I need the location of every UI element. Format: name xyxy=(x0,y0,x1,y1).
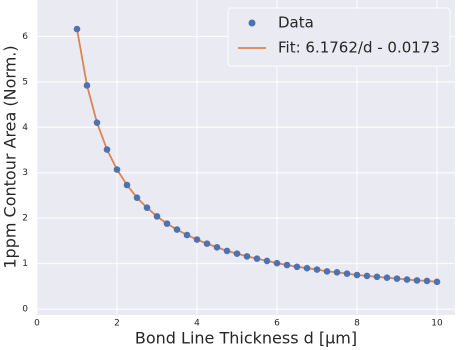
data-point xyxy=(253,255,261,262)
data-point xyxy=(313,266,321,273)
data-point xyxy=(103,146,111,153)
data-point xyxy=(383,274,391,282)
y-axis-label: 1ppm Contour Area (Norm.) xyxy=(1,45,20,268)
data-point xyxy=(243,253,251,260)
data-point xyxy=(153,213,161,220)
x-axis-label: Bond Line Thickness d [μm] xyxy=(135,329,357,348)
data-point xyxy=(293,263,301,271)
y-tick-label: 2 xyxy=(22,214,28,224)
data-point xyxy=(303,264,311,272)
data-point xyxy=(233,250,241,257)
x-tick-label: 8 xyxy=(354,319,360,329)
data-point xyxy=(123,181,131,189)
data-point xyxy=(73,25,81,33)
data-point xyxy=(143,204,151,212)
data-point xyxy=(393,275,401,282)
data-point xyxy=(183,231,191,239)
y-tick-label: 4 xyxy=(22,123,28,133)
data-point xyxy=(323,268,331,275)
data-point xyxy=(363,272,371,280)
data-point xyxy=(413,277,421,284)
data-point xyxy=(353,271,361,279)
data-point xyxy=(193,236,201,243)
legend: Data Fit: 6.1762/d - 0.0173 xyxy=(227,7,451,67)
data-point xyxy=(373,273,381,281)
data-point xyxy=(163,220,171,227)
legend-box xyxy=(227,7,451,67)
legend-marker xyxy=(248,19,256,27)
y-tick-label: 6 xyxy=(22,32,28,42)
data-point xyxy=(283,261,291,269)
x-tick-label: 6 xyxy=(274,319,280,329)
data-point xyxy=(133,194,141,202)
data-point xyxy=(213,243,221,251)
data-point xyxy=(113,166,121,173)
data-point xyxy=(203,240,211,247)
data-point xyxy=(173,226,181,233)
data-point xyxy=(343,270,351,277)
y-tick-label: 5 xyxy=(22,77,28,87)
data-point xyxy=(83,82,91,89)
data-point xyxy=(93,119,101,127)
x-tick-label: 4 xyxy=(194,319,200,329)
legend-label: Data xyxy=(278,14,314,32)
y-tick-label: 0 xyxy=(22,305,28,315)
x-tick-label: 2 xyxy=(114,319,120,329)
data-point xyxy=(423,277,431,285)
grid xyxy=(36,0,455,315)
x-tick-label: 0 xyxy=(34,319,40,329)
data-point xyxy=(433,278,441,286)
data-point xyxy=(403,276,411,283)
data-point xyxy=(333,268,341,276)
data-point xyxy=(263,257,271,265)
marks xyxy=(73,25,441,286)
data-point xyxy=(223,247,231,255)
x-tick-label: 10 xyxy=(431,319,443,329)
y-tick-label: 3 xyxy=(22,168,28,178)
data-point xyxy=(273,259,281,267)
legend-label: Fit: 6.1762/d - 0.0173 xyxy=(278,39,440,57)
y-tick-label: 1 xyxy=(22,259,28,269)
